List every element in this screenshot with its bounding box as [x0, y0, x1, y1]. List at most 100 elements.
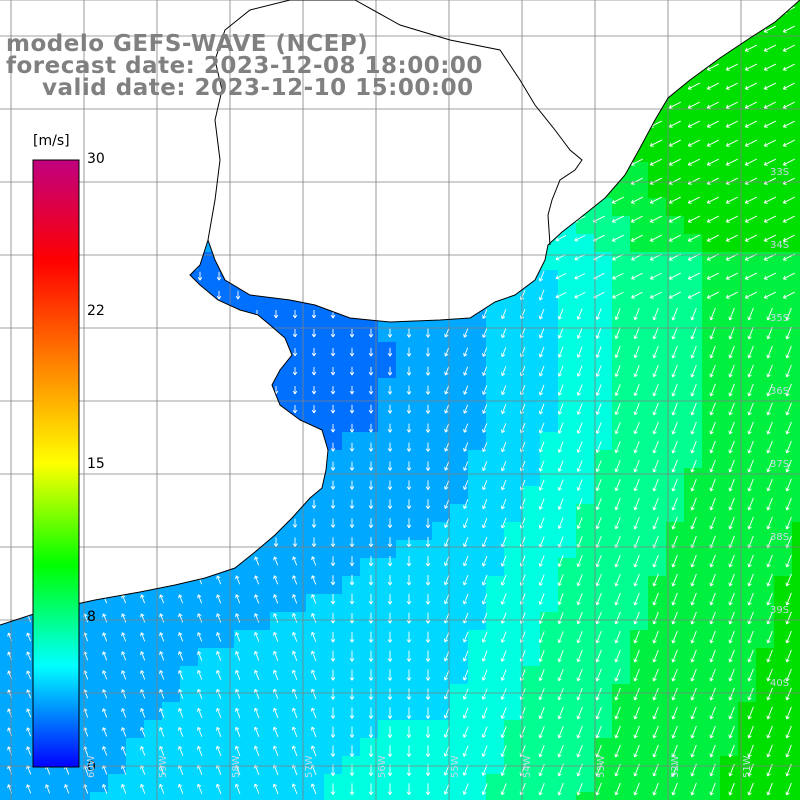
speed-cell — [144, 234, 163, 253]
speed-cell — [486, 342, 505, 361]
wind-arrow — [330, 726, 336, 738]
speed-cell — [684, 504, 703, 523]
speed-cell — [360, 666, 379, 685]
speed-cell — [702, 342, 721, 361]
speed-cell — [108, 360, 127, 379]
speed-cell — [450, 234, 469, 253]
speed-cell — [486, 792, 505, 800]
wind-arrow — [652, 706, 659, 720]
speed-cell — [198, 0, 217, 19]
speed-cell — [360, 540, 379, 559]
wind-arrow — [785, 421, 792, 435]
speed-cell — [486, 432, 505, 451]
wind-arrow — [690, 497, 697, 511]
wind-arrow — [763, 44, 776, 52]
wind-arrow — [671, 402, 678, 416]
wind-arrow — [500, 498, 507, 510]
speed-cell — [342, 360, 361, 379]
speed-cell — [396, 414, 415, 433]
wind-arrow — [235, 688, 241, 699]
speed-cell — [630, 72, 649, 91]
speed-cell — [702, 792, 721, 800]
wind-arrow — [254, 594, 260, 604]
speed-cell — [306, 342, 325, 361]
speed-cell — [432, 576, 451, 595]
speed-cell — [504, 504, 523, 523]
speed-cell — [576, 126, 595, 145]
wind-arrow — [652, 402, 659, 416]
speed-cell — [630, 558, 649, 577]
speed-cell — [558, 216, 577, 235]
wind-arrow — [766, 440, 773, 454]
wind-arrow — [576, 365, 583, 377]
wind-arrow — [744, 82, 757, 90]
speed-cell — [504, 198, 523, 217]
wind-arrow — [709, 573, 716, 587]
speed-cell — [666, 540, 685, 559]
wind-arrow — [368, 385, 374, 395]
wind-arrow — [633, 403, 640, 416]
wind-arrows — [7, 6, 795, 796]
wind-arrow — [481, 574, 488, 586]
wind-arrow — [668, 177, 681, 185]
speed-cell — [414, 558, 433, 577]
wind-arrow — [387, 556, 393, 567]
speed-cell — [342, 576, 361, 595]
wind-arrow — [102, 632, 108, 642]
speed-cell — [234, 504, 253, 523]
speed-cell — [162, 522, 181, 541]
speed-cell — [720, 54, 739, 73]
wind-arrow — [747, 364, 754, 378]
wind-arrow — [557, 460, 564, 472]
speed-cell — [612, 54, 631, 73]
speed-cell — [414, 630, 433, 649]
speed-cell — [180, 306, 199, 325]
speed-cell — [594, 90, 613, 109]
speed-cell — [684, 486, 703, 505]
speed-cell — [180, 594, 199, 613]
speed-cell — [756, 702, 775, 721]
speed-cell — [432, 468, 451, 487]
wind-arrow — [690, 668, 697, 682]
wind-arrow — [368, 574, 374, 586]
speed-cell — [378, 288, 397, 307]
speed-cell — [468, 270, 487, 289]
speed-cell — [36, 792, 55, 800]
speed-cell — [594, 432, 613, 451]
speed-cell — [792, 774, 800, 793]
speed-cell — [162, 432, 181, 451]
speed-cell — [630, 162, 649, 181]
speed-cell — [792, 630, 800, 649]
speed-cell — [162, 450, 181, 469]
speed-cell — [774, 180, 793, 199]
speed-cell — [612, 612, 631, 631]
speed-cell — [90, 234, 109, 253]
speed-cell — [468, 198, 487, 217]
wind-arrow — [292, 556, 298, 566]
speed-cell — [702, 18, 721, 37]
wind-arrow — [292, 386, 298, 395]
wind-arrow — [349, 404, 355, 414]
speed-cell — [288, 216, 307, 235]
speed-cell — [648, 252, 667, 271]
wind-arrow — [387, 745, 393, 757]
speed-cell — [198, 792, 217, 800]
speed-cell — [558, 612, 577, 631]
speed-cell — [252, 432, 271, 451]
wind-arrow — [443, 574, 450, 586]
speed-cell — [324, 432, 343, 451]
wind-arrow — [744, 44, 757, 52]
speed-cell — [792, 450, 800, 469]
speed-cell — [540, 0, 559, 19]
speed-cell — [648, 648, 667, 667]
speed-cell — [198, 594, 217, 613]
wind-arrow — [178, 594, 184, 604]
speed-cell — [378, 18, 397, 37]
speed-cell — [252, 720, 271, 739]
speed-cell — [666, 0, 685, 19]
wind-arrow — [482, 442, 488, 452]
speed-cell — [216, 522, 235, 541]
speed-cell — [432, 432, 451, 451]
speed-cell — [684, 144, 703, 163]
speed-cell — [630, 144, 649, 163]
